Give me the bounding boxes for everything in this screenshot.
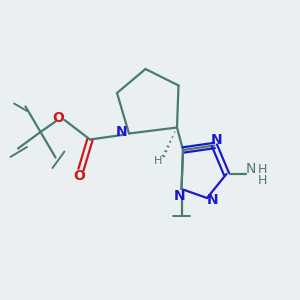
Text: H: H [258, 173, 267, 187]
Text: N: N [116, 125, 127, 139]
Text: O: O [52, 112, 64, 125]
Text: H: H [258, 163, 267, 176]
Text: N: N [174, 189, 186, 202]
Text: O: O [74, 169, 86, 182]
Text: N: N [246, 163, 256, 176]
Text: H: H [154, 155, 162, 166]
Text: N: N [211, 133, 223, 147]
Text: N: N [207, 193, 218, 206]
